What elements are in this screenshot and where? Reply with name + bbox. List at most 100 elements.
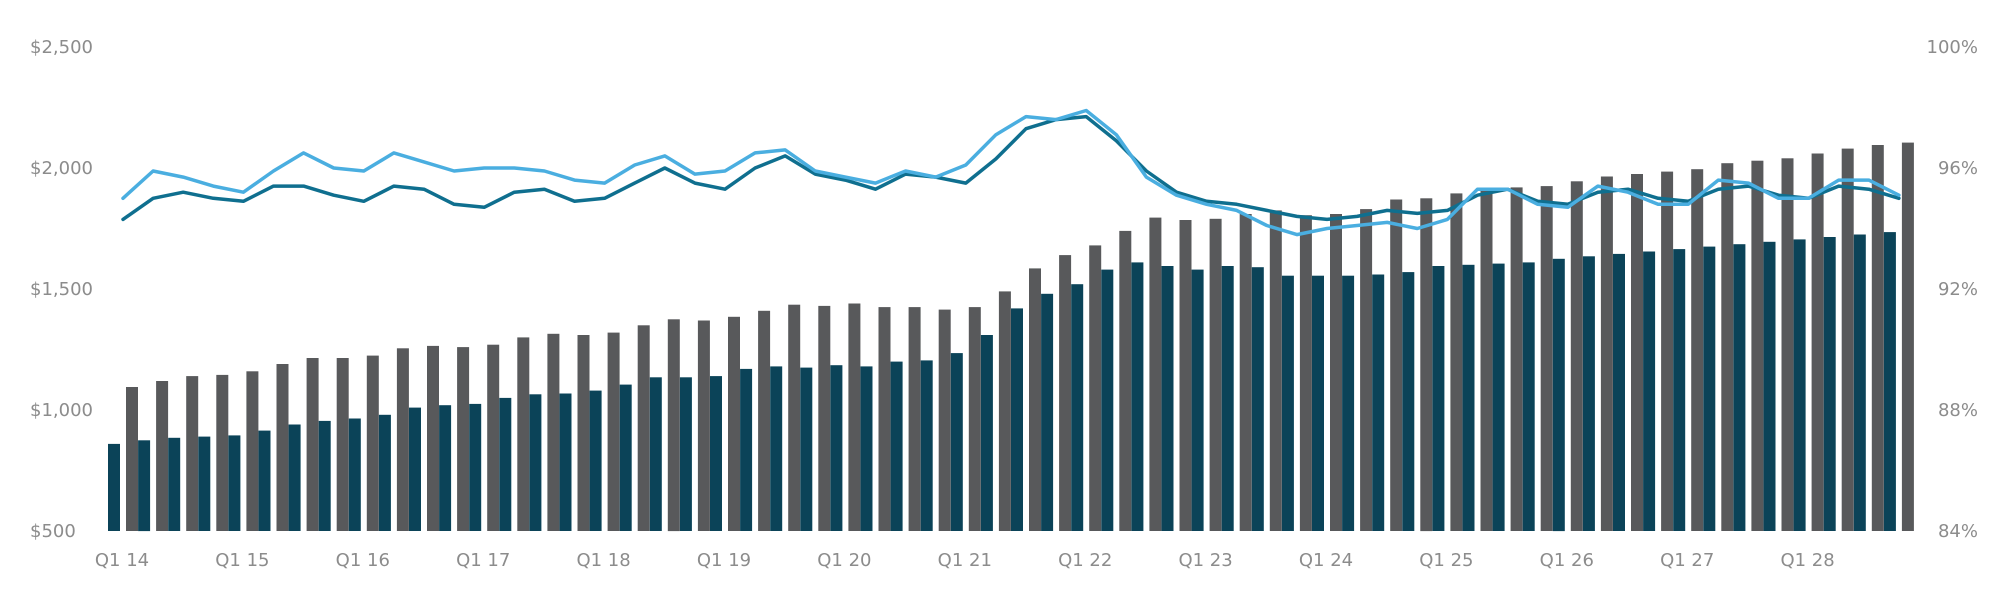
bar-series bbox=[108, 142, 1914, 532]
bar-secondary bbox=[1179, 220, 1192, 531]
bar-primary bbox=[1191, 269, 1204, 531]
x-tick-label: Q1 26 bbox=[1540, 550, 1594, 571]
line-dark bbox=[121, 114, 1901, 222]
x-tick-label: Q1 20 bbox=[817, 550, 871, 571]
bar-secondary bbox=[1450, 193, 1463, 531]
bar-primary bbox=[800, 367, 813, 531]
bar-secondary bbox=[908, 307, 921, 531]
bar-secondary bbox=[878, 307, 891, 531]
x-tick-label: Q1 24 bbox=[1299, 550, 1353, 571]
bar-primary bbox=[1643, 251, 1656, 531]
bar-primary bbox=[1161, 266, 1174, 531]
x-axis-ticks: Q1 14 Q1 15 Q1 16 Q1 17 Q1 18 Q1 19 Q1 20 Q1 21… bbox=[95, 550, 1835, 571]
bar-primary bbox=[1703, 246, 1716, 531]
bar-secondary bbox=[487, 344, 500, 531]
bar-primary bbox=[228, 435, 241, 531]
bar-primary bbox=[198, 436, 211, 531]
bar-primary bbox=[1131, 262, 1144, 531]
bar-secondary bbox=[1661, 171, 1674, 531]
bar-secondary bbox=[457, 347, 470, 531]
x-tick-label: Q1 22 bbox=[1058, 550, 1112, 571]
bar-secondary bbox=[1299, 215, 1312, 531]
bar-primary bbox=[559, 393, 572, 531]
x-tick-label: Q1 18 bbox=[576, 550, 630, 571]
bar-secondary bbox=[1540, 186, 1553, 531]
bar-secondary bbox=[637, 325, 650, 531]
bar-primary bbox=[1673, 249, 1686, 531]
bar-primary bbox=[378, 414, 391, 531]
bar-primary bbox=[1613, 253, 1625, 531]
bar-secondary bbox=[517, 337, 530, 531]
x-tick-label: Q1 14 bbox=[95, 550, 149, 571]
bar-secondary bbox=[968, 307, 981, 531]
bar-primary bbox=[920, 360, 933, 531]
bar-secondary bbox=[246, 371, 259, 531]
bar-primary bbox=[1763, 241, 1776, 532]
bar-primary bbox=[649, 377, 662, 531]
bar-primary bbox=[830, 365, 843, 531]
bar-secondary bbox=[728, 316, 740, 531]
bar-primary bbox=[318, 420, 331, 531]
bar-primary bbox=[469, 403, 482, 531]
right-tick-label: 96% bbox=[1938, 158, 1978, 179]
x-tick-label: Q1 17 bbox=[456, 550, 510, 571]
bar-secondary bbox=[998, 291, 1011, 531]
left-tick-label: $1,500 bbox=[30, 279, 93, 300]
bar-secondary bbox=[427, 345, 439, 531]
bar-secondary bbox=[1781, 158, 1794, 532]
bar-secondary bbox=[336, 358, 349, 531]
left-tick-label: $2,500 bbox=[30, 37, 93, 58]
bar-primary bbox=[1101, 269, 1114, 531]
left-tick-label: $1,000 bbox=[30, 400, 93, 421]
bar-secondary bbox=[1209, 218, 1222, 532]
right-tick-label: 92% bbox=[1938, 279, 1978, 300]
bar-primary bbox=[950, 353, 963, 531]
bar-secondary bbox=[1119, 230, 1132, 531]
bar-primary bbox=[679, 377, 692, 531]
bar-secondary bbox=[848, 303, 861, 531]
bar-secondary bbox=[1029, 268, 1041, 531]
bar-secondary bbox=[1390, 199, 1403, 531]
bar-primary bbox=[348, 418, 361, 531]
right-tick-label: 100% bbox=[1927, 37, 1978, 58]
bar-primary bbox=[499, 397, 512, 531]
x-tick-label: Q1 23 bbox=[1178, 550, 1232, 571]
bar-primary bbox=[1011, 308, 1023, 531]
bar-secondary bbox=[758, 310, 771, 531]
bar-primary bbox=[1402, 272, 1415, 531]
bar-secondary bbox=[156, 381, 169, 531]
bar-secondary bbox=[1811, 153, 1824, 531]
bar-secondary bbox=[396, 348, 409, 531]
bar-primary bbox=[1582, 256, 1595, 531]
bar-secondary bbox=[607, 332, 620, 531]
bar-secondary bbox=[1360, 209, 1373, 531]
bar-secondary bbox=[216, 374, 229, 531]
bar-primary bbox=[1823, 237, 1836, 531]
bar-primary bbox=[288, 424, 301, 531]
bar-secondary bbox=[788, 304, 801, 531]
bar-primary bbox=[1492, 263, 1505, 531]
right-tick-label: 88% bbox=[1938, 400, 1978, 421]
bar-primary bbox=[1342, 275, 1355, 531]
bar-secondary bbox=[276, 364, 289, 531]
right-axis-ticks: 84% 88% 92% 96% 100% bbox=[1927, 37, 1978, 542]
bar-primary bbox=[439, 405, 452, 531]
bar-primary bbox=[1793, 239, 1806, 531]
bar-secondary bbox=[1330, 214, 1342, 531]
bar-primary bbox=[1883, 232, 1896, 531]
x-tick-label: Q1 21 bbox=[938, 550, 992, 571]
x-tick-label: Q1 19 bbox=[697, 550, 751, 571]
bar-secondary bbox=[126, 387, 138, 531]
bar-secondary bbox=[306, 358, 319, 531]
bar-secondary bbox=[1691, 169, 1704, 531]
bar-primary bbox=[1312, 275, 1324, 531]
bar-primary bbox=[1372, 274, 1385, 531]
bar-primary bbox=[108, 443, 120, 531]
line-series bbox=[121, 108, 1901, 237]
bar-primary bbox=[1733, 244, 1746, 531]
bar-secondary bbox=[1570, 181, 1583, 532]
bar-primary bbox=[1281, 275, 1294, 531]
bar-primary bbox=[168, 437, 181, 531]
bar-secondary bbox=[1059, 255, 1072, 531]
